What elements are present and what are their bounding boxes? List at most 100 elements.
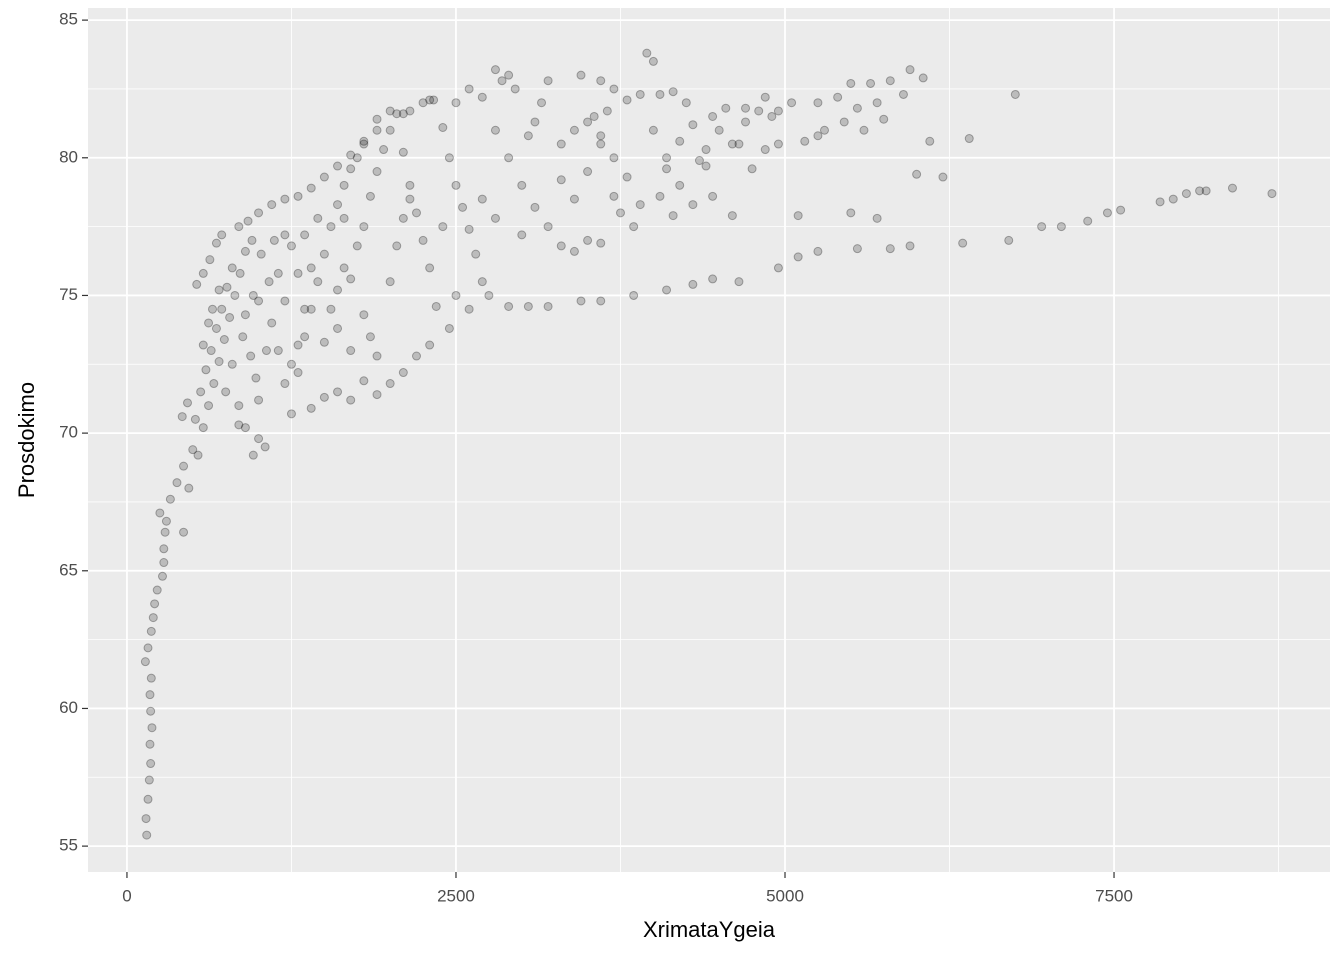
point (523, 131, 533, 141)
point (431, 301, 441, 311)
point (300, 304, 310, 314)
point (204, 401, 214, 411)
point (1102, 208, 1112, 218)
point (523, 301, 533, 311)
point (668, 211, 678, 221)
point (306, 403, 316, 413)
point (477, 92, 487, 102)
y-tick-label: 70 (59, 423, 78, 442)
point (510, 84, 520, 94)
point (217, 230, 227, 240)
point (398, 213, 408, 223)
point (254, 296, 264, 306)
point (1004, 235, 1014, 245)
point (484, 290, 494, 300)
point (569, 194, 579, 204)
point (701, 161, 711, 171)
point (155, 508, 165, 518)
point (964, 134, 974, 144)
point (193, 450, 203, 460)
point (144, 775, 154, 785)
point (251, 373, 261, 383)
point (451, 290, 461, 300)
point (1010, 89, 1020, 99)
point (1181, 189, 1191, 199)
point (333, 161, 343, 171)
point (405, 194, 415, 204)
point (359, 310, 369, 320)
point (556, 241, 566, 251)
point (451, 180, 461, 190)
point (602, 106, 612, 116)
point (760, 92, 770, 102)
point (543, 301, 553, 311)
point (333, 323, 343, 333)
point (267, 200, 277, 210)
point (793, 252, 803, 262)
point (204, 318, 214, 328)
point (365, 332, 375, 342)
point (504, 153, 514, 163)
point (813, 98, 823, 108)
point (254, 395, 264, 405)
point (846, 78, 856, 88)
point (622, 95, 632, 105)
point (477, 277, 487, 287)
point (161, 516, 171, 526)
point (905, 241, 915, 251)
point (583, 235, 593, 245)
point (319, 337, 329, 347)
point (615, 208, 625, 218)
point (938, 172, 948, 182)
point (425, 95, 435, 105)
point (192, 279, 202, 289)
point (198, 268, 208, 278)
point (219, 335, 229, 345)
point (662, 153, 672, 163)
point (438, 122, 448, 132)
point (208, 304, 218, 314)
point (267, 318, 277, 328)
point (1155, 197, 1165, 207)
point (1201, 186, 1211, 196)
point (872, 213, 882, 223)
point (833, 92, 843, 102)
point (425, 263, 435, 273)
point (464, 224, 474, 234)
point (866, 78, 876, 88)
point (648, 56, 658, 66)
point (225, 312, 235, 322)
point (537, 98, 547, 108)
point (1227, 183, 1237, 193)
point (339, 263, 349, 273)
point (497, 76, 507, 86)
point (885, 244, 895, 254)
point (159, 544, 169, 554)
point (211, 323, 221, 333)
point (1083, 216, 1093, 226)
point (359, 222, 369, 232)
point (234, 222, 244, 232)
point (201, 365, 211, 375)
point (583, 167, 593, 177)
point (1267, 189, 1277, 199)
y-tick-label: 75 (59, 285, 78, 304)
point (385, 125, 395, 135)
point (1037, 222, 1047, 232)
point (1195, 186, 1205, 196)
point (352, 241, 362, 251)
point (221, 387, 231, 397)
point (254, 208, 264, 218)
point (464, 304, 474, 314)
point (477, 194, 487, 204)
point (248, 450, 258, 460)
point (451, 98, 461, 108)
point (530, 202, 540, 212)
point (179, 461, 189, 471)
point (146, 626, 156, 636)
point (280, 296, 290, 306)
point (372, 351, 382, 361)
point (234, 420, 244, 430)
point (238, 332, 248, 342)
point (504, 70, 514, 80)
